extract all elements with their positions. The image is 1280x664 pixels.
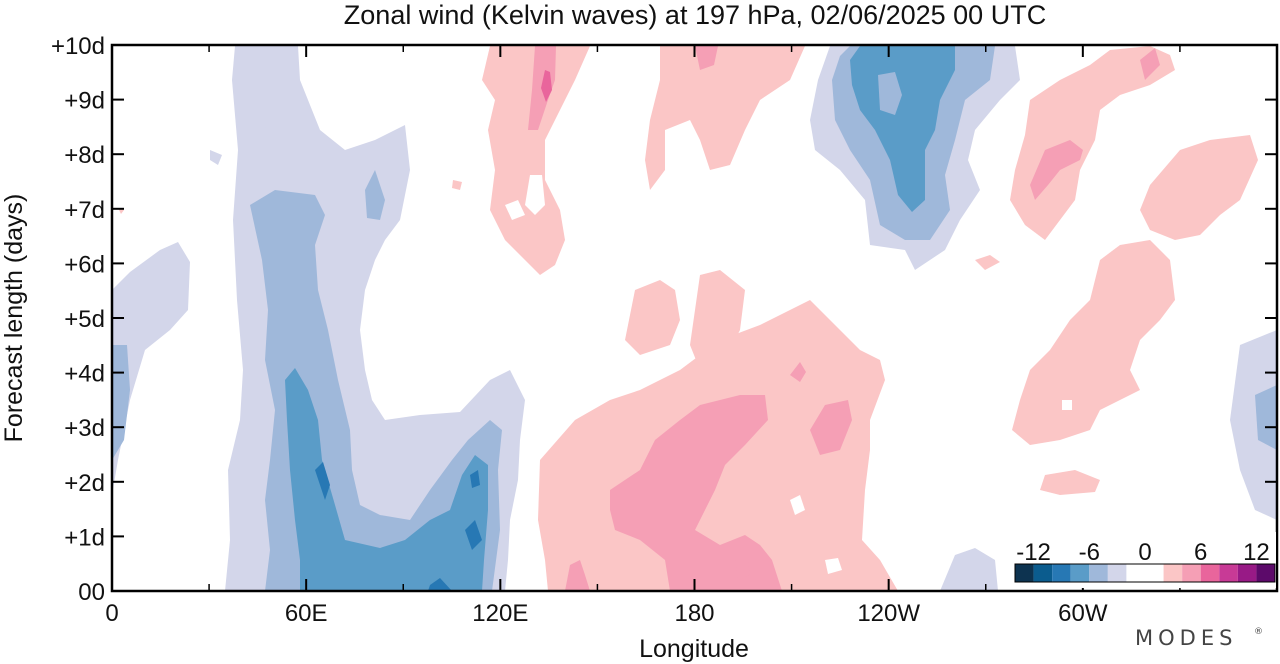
contour-fill <box>790 495 805 515</box>
contour-fill <box>1030 140 1083 200</box>
contour-fill <box>975 255 1000 270</box>
y-tick-label: +9d <box>64 88 105 115</box>
contour-fill <box>1230 330 1277 520</box>
colorbar-legend: -12 -6 0 6 12 <box>1008 532 1276 588</box>
contour-fill <box>735 560 750 580</box>
x-tick-label: 120W <box>857 600 920 627</box>
contour-fill <box>1140 135 1258 240</box>
x-tick-label: 0 <box>105 600 118 627</box>
contour-fill <box>810 400 852 455</box>
x-tick-label: 60E <box>285 600 328 627</box>
contour-fill <box>625 280 680 355</box>
colorbar-swatch <box>1070 564 1090 582</box>
contour-fill <box>825 558 842 574</box>
y-tick-label: +2d <box>64 470 105 497</box>
y-axis-label: Forecast length (days) <box>0 194 28 443</box>
colorbar-swatch <box>1126 564 1164 582</box>
colorbar-swatch <box>1033 564 1053 582</box>
contour-fill <box>610 395 782 591</box>
contour-fill <box>112 345 130 460</box>
colorbar-label: 12 <box>1243 539 1270 566</box>
x-axis-ticks: 0 60E 120E 180 120W 60W <box>105 45 1181 627</box>
x-tick-label: 60W <box>1058 600 1108 627</box>
registered-mark: ® <box>1254 627 1263 637</box>
contour-fill <box>465 520 482 550</box>
y-tick-label: +8d <box>64 142 105 169</box>
contour-fill <box>1010 46 1175 240</box>
y-tick-label: 00 <box>78 579 105 606</box>
contour-fill <box>1012 240 1175 445</box>
colorbar-label: -12 <box>1016 539 1051 566</box>
colorbar-swatch <box>1015 564 1034 582</box>
contour-fill <box>1040 470 1100 495</box>
modes-logo: MODES <box>1135 626 1237 650</box>
contour-fill <box>1140 48 1160 80</box>
contour-fill <box>428 578 452 591</box>
contour-fill <box>285 368 488 591</box>
y-tick-label: +10d <box>51 33 105 60</box>
contour-fill <box>470 470 480 488</box>
y-tick-label: +3d <box>64 415 105 442</box>
plot-area: 0 60E 120E 180 120W 60W 00 +1d +2d +3d +4d +5d +6d +… <box>51 33 1279 627</box>
chart-title: Zonal wind (Kelvin waves) at 197 hPa, 02… <box>344 0 1046 30</box>
colorbar-label: 0 <box>1138 539 1151 566</box>
contour-fill <box>452 180 462 190</box>
contour-fill <box>565 560 590 591</box>
contour-fill <box>541 70 552 102</box>
contour-fill <box>505 200 525 220</box>
colorbar-swatch <box>1200 564 1220 582</box>
contour-fill <box>878 72 902 115</box>
contour-fill <box>1062 400 1072 410</box>
colorbar-swatch <box>1089 564 1108 582</box>
x-tick-label: 180 <box>674 600 714 627</box>
contour-fill <box>210 150 222 165</box>
x-axis-label: Longitude <box>639 635 749 663</box>
contour-fill <box>265 125 285 132</box>
colorbar-swatch <box>1256 564 1275 582</box>
contour-fill <box>112 242 190 495</box>
colorbar-label: -6 <box>1079 539 1100 566</box>
colorbar-swatch <box>1107 564 1127 582</box>
colorbar-swatch <box>1219 564 1238 582</box>
contour-fill <box>482 46 590 275</box>
contour-fill <box>850 46 955 212</box>
colorbar-outline <box>1014 563 1276 583</box>
y-tick-label: +6d <box>64 251 105 278</box>
contour-fill <box>525 175 545 215</box>
contour-fill <box>695 46 718 70</box>
contour-fill <box>1255 385 1277 450</box>
colorbar-label: 6 <box>1194 539 1207 566</box>
contour-fill <box>645 46 805 190</box>
colorbar-swatch <box>1237 564 1257 582</box>
neutral-holes <box>505 175 1072 574</box>
contour-fill <box>790 362 806 382</box>
contour-fill <box>940 548 998 591</box>
colorbar-swatch <box>1163 564 1183 582</box>
contour-fill <box>315 462 330 500</box>
y-tick-label: +5d <box>64 306 105 333</box>
x-tick-label: 120E <box>472 600 528 627</box>
contour-fill <box>365 170 385 220</box>
colorbar-swatch <box>1052 564 1071 582</box>
y-tick-label: +1d <box>64 524 105 551</box>
negative-wind-regions <box>112 46 1277 591</box>
colorbar-swatch <box>1182 564 1201 582</box>
y-tick-label: +4d <box>64 361 105 388</box>
y-tick-label: +7d <box>64 197 105 224</box>
y-axis-ticks: 00 +1d +2d +3d +4d +5d +6d +7d +8d +9d +10d <box>51 33 1277 606</box>
positive-wind-regions <box>118 46 1258 591</box>
